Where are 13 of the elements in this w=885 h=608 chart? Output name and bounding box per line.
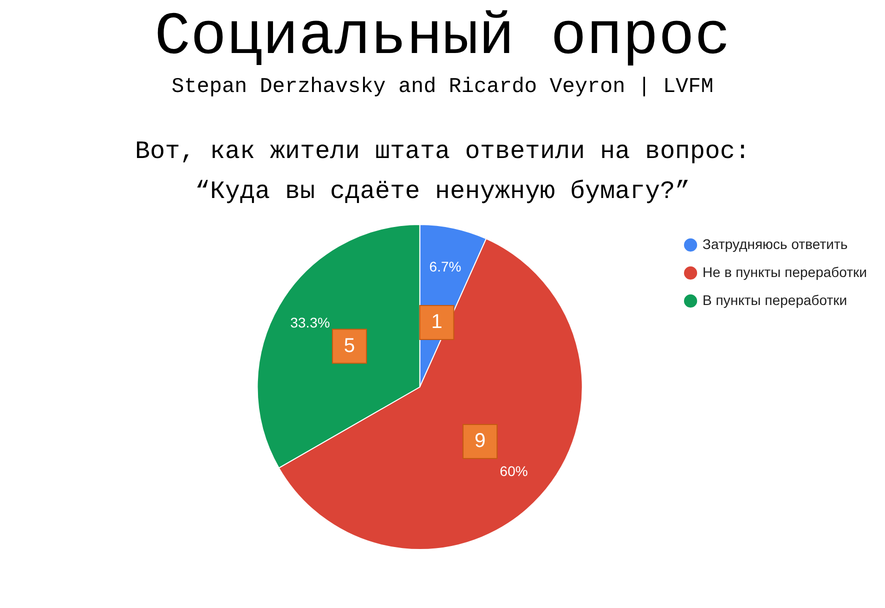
text: 5 <box>344 334 356 357</box>
legend-label: В пункты переработки <box>702 292 848 308</box>
legend-label: Затрудняюсь ответить <box>702 236 848 252</box>
chart-title: Социальный опрос <box>153 3 732 74</box>
legend-label: Не в пункты переработки <box>702 264 868 280</box>
text: 9 <box>474 430 486 452</box>
chart-subtitle: Stepan Derzhavsky and Ricardo Veyron | LVFM <box>170 75 714 101</box>
text: “Куда вы сдаёте ненужную бумагу?” <box>194 176 692 208</box>
data-label: 33.3% <box>290 314 330 330</box>
data-label: 60% <box>500 462 528 479</box>
data-label: 6.7% <box>429 258 462 275</box>
text: Вот, как жители штата ответили на вопрос: <box>134 136 752 168</box>
text: 1 <box>431 311 442 334</box>
